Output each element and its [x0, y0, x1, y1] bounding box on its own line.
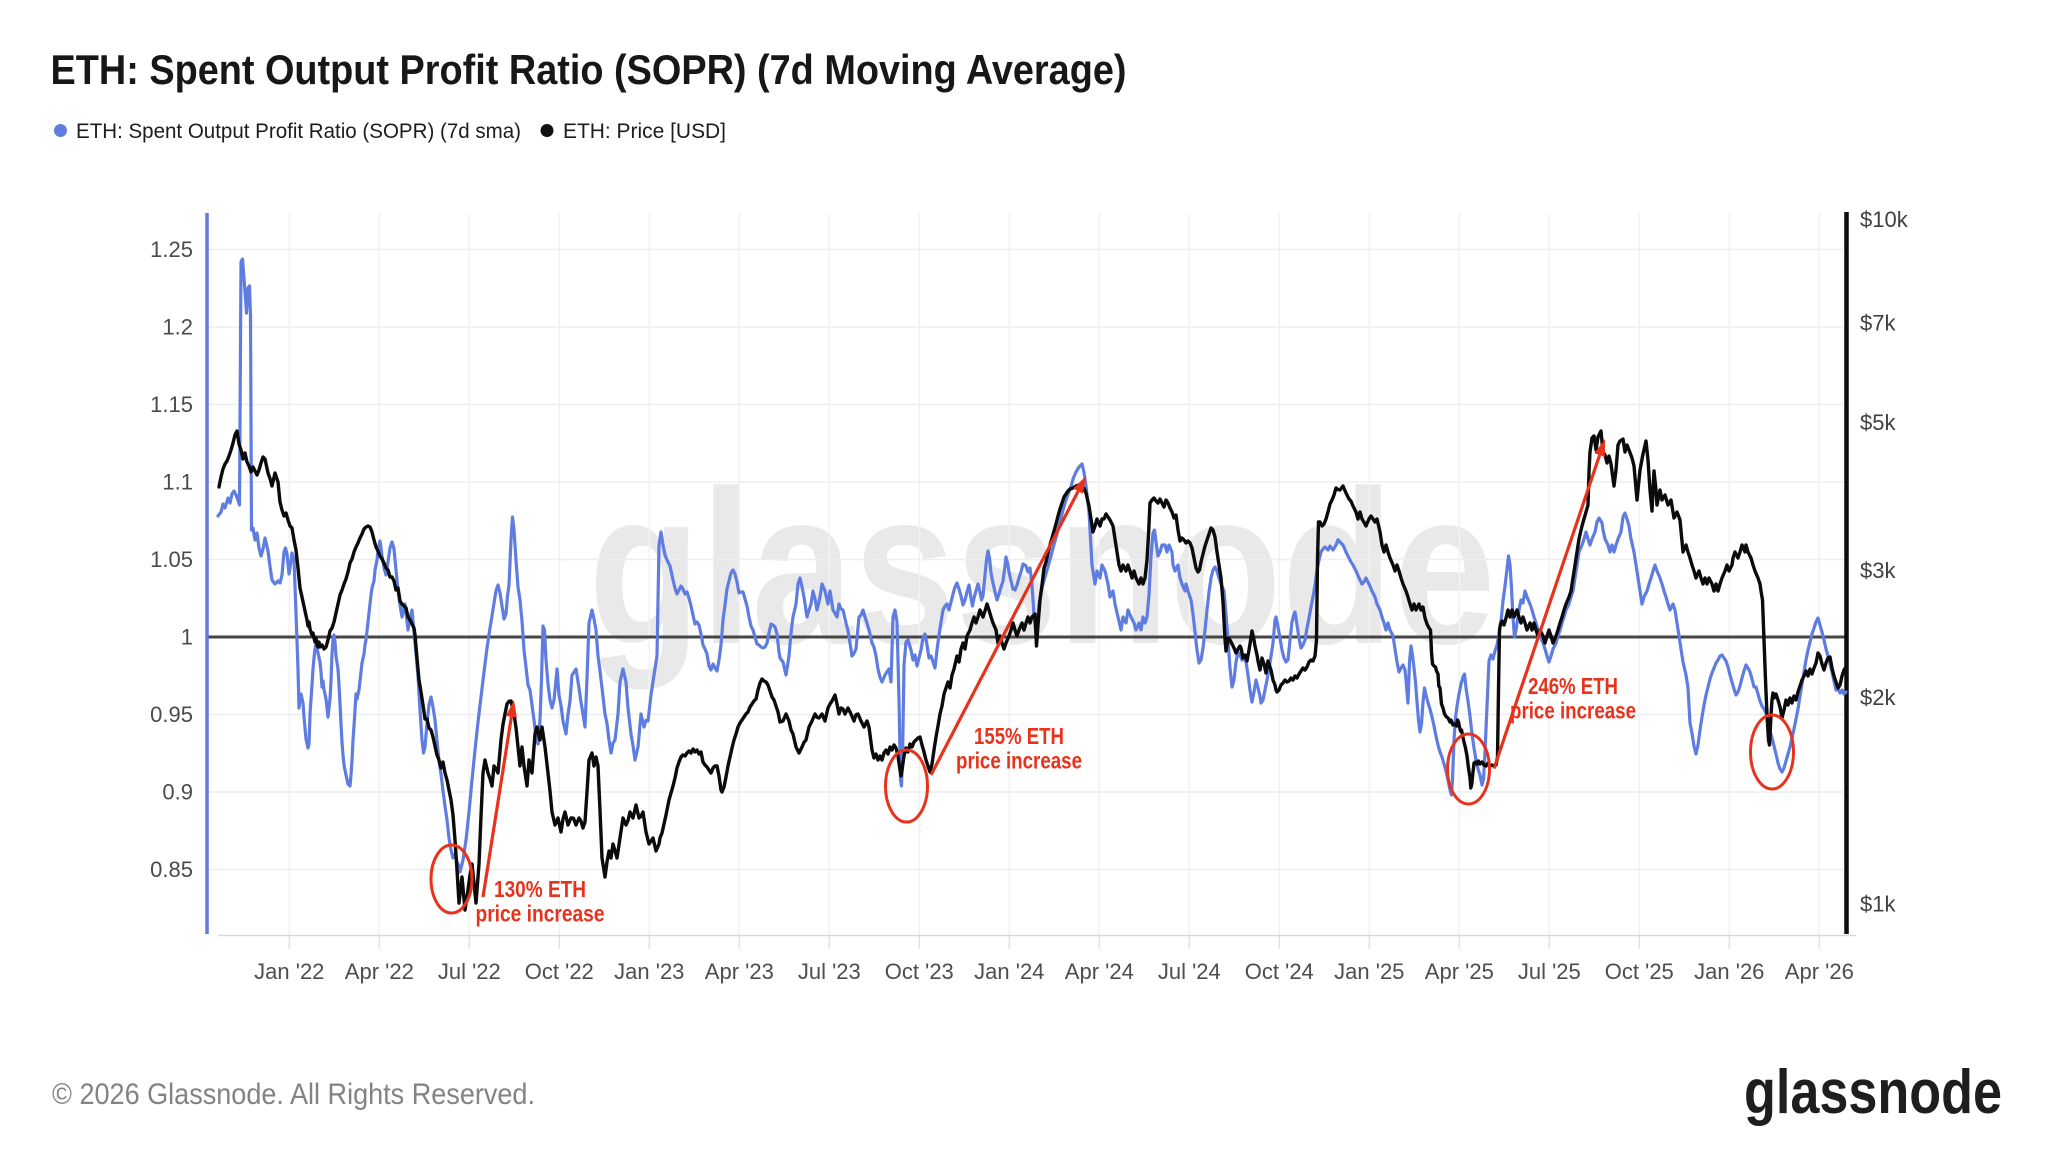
svg-text:1.15: 1.15 [150, 392, 193, 417]
svg-text:Oct '25: Oct '25 [1605, 959, 1674, 984]
svg-text:Jul '24: Jul '24 [1158, 959, 1221, 984]
svg-text:$1k: $1k [1860, 892, 1896, 917]
svg-text:© 2026 Glassnode. All Rights R: © 2026 Glassnode. All Rights Reserved. [52, 1078, 535, 1111]
svg-text:246% ETH: 246% ETH [1528, 673, 1618, 699]
svg-text:ETH: Spent Output Profit Ratio: ETH: Spent Output Profit Ratio (SOPR) (7… [76, 120, 521, 143]
svg-text:$2k: $2k [1860, 685, 1896, 710]
svg-text:$5k: $5k [1860, 410, 1896, 435]
svg-text:0.9: 0.9 [162, 780, 193, 805]
svg-text:1.05: 1.05 [150, 547, 193, 572]
svg-text:price increase: price increase [1510, 698, 1636, 724]
svg-text:glassnode: glassnode [1744, 1058, 2002, 1127]
svg-text:Jul '25: Jul '25 [1518, 959, 1581, 984]
svg-text:130% ETH: 130% ETH [494, 876, 586, 902]
svg-text:1.1: 1.1 [162, 470, 193, 495]
svg-text:Apr '24: Apr '24 [1065, 959, 1134, 984]
svg-text:Apr '23: Apr '23 [705, 959, 774, 984]
svg-text:Jan '26: Jan '26 [1694, 959, 1764, 984]
svg-text:1.25: 1.25 [150, 237, 193, 262]
svg-text:Oct '23: Oct '23 [885, 959, 954, 984]
svg-text:Jan '25: Jan '25 [1334, 959, 1404, 984]
svg-text:Oct '24: Oct '24 [1245, 959, 1314, 984]
svg-text:price increase: price increase [476, 901, 605, 927]
svg-text:0.95: 0.95 [150, 702, 193, 727]
svg-text:Jan '22: Jan '22 [254, 959, 324, 984]
svg-text:$7k: $7k [1860, 311, 1896, 336]
svg-text:price increase: price increase [956, 748, 1082, 774]
svg-text:1: 1 [181, 625, 193, 650]
svg-text:ETH: Spent Output Profit Ratio: ETH: Spent Output Profit Ratio (SOPR) (7… [51, 46, 1127, 93]
svg-text:Jul '22: Jul '22 [438, 959, 501, 984]
svg-text:Apr '26: Apr '26 [1785, 959, 1854, 984]
svg-text:1.2: 1.2 [162, 315, 193, 340]
svg-text:$10k: $10k [1860, 207, 1909, 232]
svg-text:Jan '24: Jan '24 [974, 959, 1044, 984]
svg-text:Jan '23: Jan '23 [614, 959, 684, 984]
svg-text:Apr '22: Apr '22 [345, 959, 414, 984]
svg-text:Apr '25: Apr '25 [1425, 959, 1494, 984]
svg-text:155% ETH: 155% ETH [974, 723, 1064, 749]
svg-text:ETH: Price [USD]: ETH: Price [USD] [563, 120, 726, 143]
svg-text:$3k: $3k [1860, 558, 1896, 583]
svg-text:Jul '23: Jul '23 [798, 959, 861, 984]
svg-text:0.85: 0.85 [150, 857, 193, 882]
svg-text:Oct '22: Oct '22 [525, 959, 594, 984]
